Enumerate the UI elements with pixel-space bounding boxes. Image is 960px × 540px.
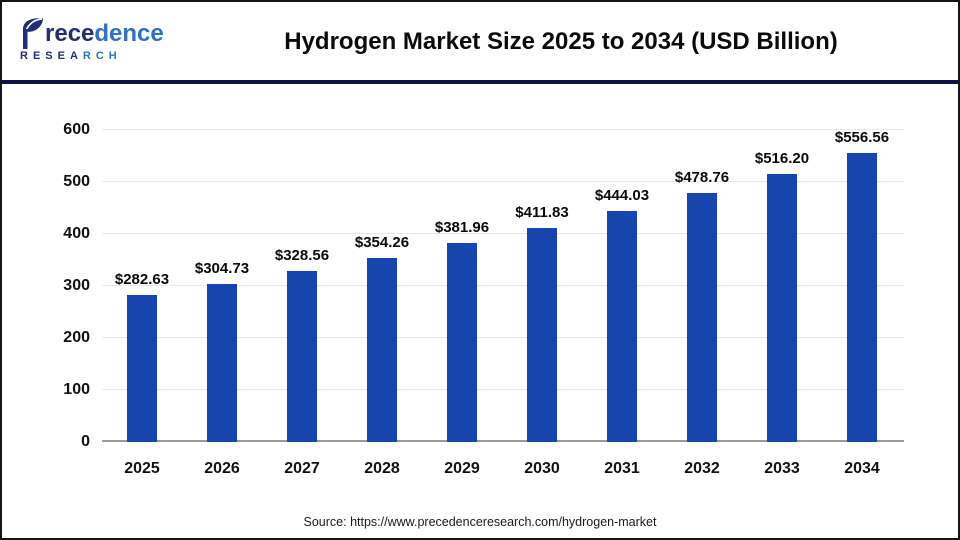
value-label: $354.26 — [354, 233, 410, 251]
logo-brand-text: recedence — [45, 19, 164, 49]
gridline — [102, 129, 904, 130]
y-tick-label: 0 — [81, 433, 90, 450]
x-tick-label: 2032 — [684, 460, 720, 477]
leaf-p-icon — [22, 18, 43, 49]
bar-2027 — [287, 271, 317, 442]
value-label: $282.63 — [114, 271, 170, 289]
y-tick-label: 500 — [63, 173, 90, 190]
source-text: Source: https://www.precedenceresearch.c… — [303, 515, 657, 529]
y-tick-label: 400 — [63, 225, 90, 242]
bar-2028 — [367, 257, 397, 442]
gridline — [102, 285, 904, 286]
y-tick-label: 600 — [63, 121, 90, 138]
value-label: $381.96 — [434, 219, 490, 237]
x-tick-label: 2034 — [844, 460, 880, 477]
gridline — [102, 389, 904, 390]
value-label: $411.83 — [515, 203, 569, 221]
x-tick-label: 2026 — [204, 460, 240, 477]
value-label: $304.73 — [194, 259, 250, 277]
x-axis-line — [102, 440, 904, 442]
gridline — [102, 181, 904, 182]
logo-research-blue: RCH — [82, 50, 122, 62]
value-label: $478.76 — [674, 169, 730, 187]
logo-research-navy: RESEA — [20, 50, 83, 62]
y-tick-label: 300 — [63, 277, 90, 294]
x-tick-label: 2029 — [444, 460, 480, 477]
x-tick-label: 2027 — [284, 460, 320, 477]
x-tick-label: 2028 — [364, 460, 400, 477]
x-tick-label: 2031 — [604, 460, 640, 477]
gridline — [102, 233, 904, 234]
logo-wordmark: recedence — [20, 15, 170, 49]
header: recedence RESEARCH Hydrogen Market Size … — [2, 2, 958, 80]
logo-brand-navy: rece — [45, 20, 95, 47]
bar-2033 — [767, 173, 797, 442]
bar-2030 — [527, 227, 557, 442]
x-tick-label: 2030 — [524, 460, 560, 477]
chart-title: Hydrogen Market Size 2025 to 2034 (USD B… — [284, 28, 838, 55]
value-label: $444.03 — [594, 187, 650, 205]
bar-2029 — [447, 243, 477, 442]
value-label: $328.56 — [274, 247, 330, 265]
y-tick-label: 200 — [63, 329, 90, 346]
bar-2034 — [847, 152, 877, 442]
bar-2026 — [207, 283, 237, 442]
value-label: $516.20 — [754, 149, 810, 167]
x-tick-label: 2025 — [124, 460, 160, 477]
x-tick-label: 2033 — [764, 460, 800, 477]
plot-area: 0 100 200 300 400 500 600 $282.63 2025 $304.73 202… — [63, 121, 904, 477]
logo-research-text: RESEARCH — [20, 50, 170, 62]
bar-2031 — [607, 211, 637, 442]
y-tick-label: 100 — [63, 381, 90, 398]
header-separator-line — [2, 80, 958, 84]
bar-2025 — [127, 295, 157, 442]
value-label: $556.56 — [834, 128, 890, 146]
logo-brand-blue: dence — [94, 20, 164, 47]
bar-2032 — [687, 193, 717, 442]
gridline — [102, 337, 904, 338]
precedence-research-logo: recedence RESEARCH — [20, 15, 170, 62]
